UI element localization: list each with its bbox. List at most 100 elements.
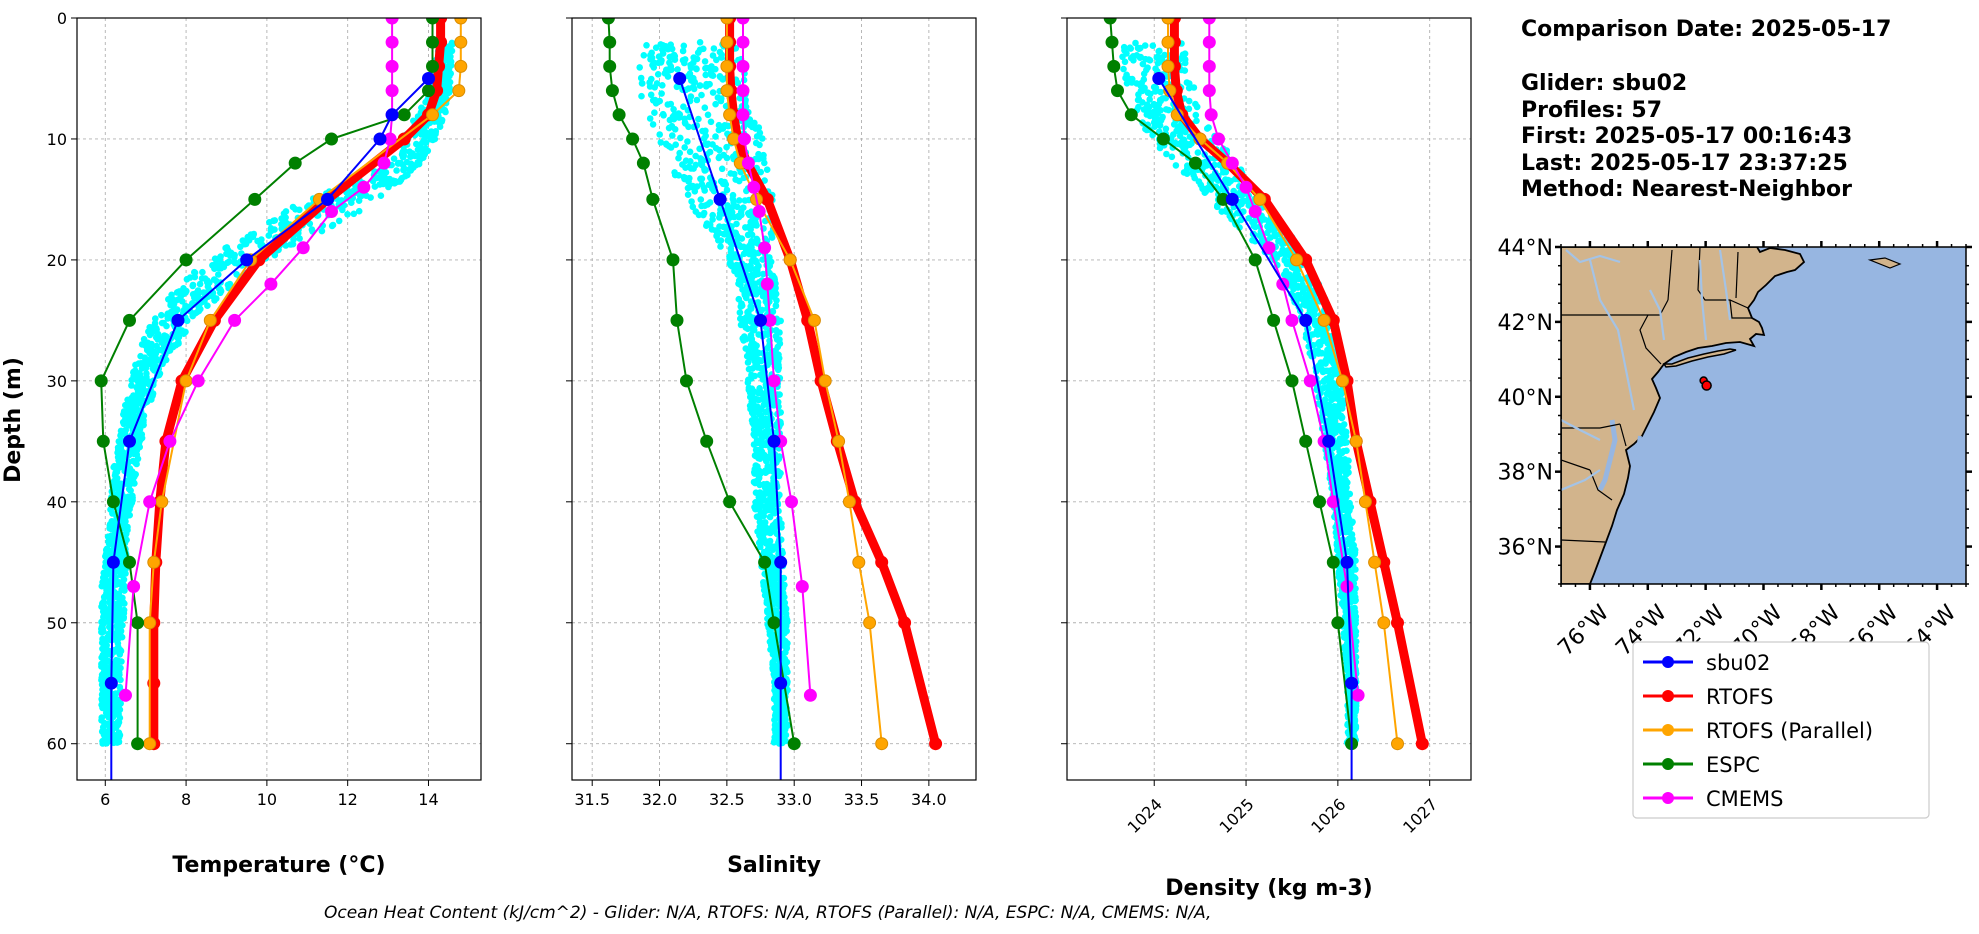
series-point xyxy=(203,313,217,327)
series-point xyxy=(127,580,141,593)
obs-point xyxy=(114,446,122,454)
obs-point xyxy=(693,65,700,73)
last-time: Last: 2025-05-17 23:37:25 xyxy=(1521,151,1848,176)
obs-point xyxy=(1146,96,1153,103)
series-point xyxy=(785,495,798,509)
obs-point xyxy=(399,161,407,169)
obs-point xyxy=(716,210,724,217)
obs-point xyxy=(717,237,725,244)
obs-point xyxy=(133,460,140,468)
obs-point xyxy=(748,244,755,251)
obs-point xyxy=(713,56,720,64)
x-tick-label: 10 xyxy=(257,790,277,809)
series-point xyxy=(700,434,714,448)
obs-point xyxy=(657,139,665,146)
obs-point xyxy=(759,256,766,263)
obs-point xyxy=(772,327,780,334)
obs-point xyxy=(1127,54,1135,62)
series-point xyxy=(1391,737,1404,751)
obs-point xyxy=(687,93,695,100)
obs-point xyxy=(1181,67,1189,74)
series-point xyxy=(1239,180,1253,194)
obs-point xyxy=(698,161,706,169)
obs-point xyxy=(771,673,778,680)
obs-point xyxy=(191,269,199,277)
obs-point xyxy=(702,140,709,148)
obs-point xyxy=(1218,208,1226,215)
series-point xyxy=(191,374,205,388)
obs-point xyxy=(119,622,126,629)
obs-point xyxy=(684,191,692,198)
obs-point xyxy=(687,61,694,69)
obs-point xyxy=(672,141,679,148)
obs-point xyxy=(709,89,717,96)
obs-point xyxy=(344,211,351,218)
series-point xyxy=(94,374,108,388)
series-point xyxy=(1105,35,1119,49)
series-point xyxy=(760,277,774,291)
obs-point xyxy=(753,478,760,485)
obs-point xyxy=(402,172,409,180)
x-tick-label: 34.0 xyxy=(911,790,947,809)
series-point xyxy=(1313,495,1326,509)
series-point xyxy=(1331,616,1345,630)
x-tick-label: 33.0 xyxy=(776,790,812,809)
series-point xyxy=(179,253,193,267)
obs-point xyxy=(1143,111,1151,118)
obs-point xyxy=(117,700,124,707)
obs-point xyxy=(98,701,105,709)
obs-point xyxy=(773,724,781,731)
obs-point xyxy=(741,197,749,204)
series-point xyxy=(357,180,371,194)
obs-point xyxy=(756,153,764,160)
obs-point xyxy=(652,44,660,51)
obs-point xyxy=(1172,162,1180,169)
obs-point xyxy=(750,441,758,448)
series-point xyxy=(1299,434,1313,448)
obs-point xyxy=(648,49,655,57)
obs-point xyxy=(1282,267,1290,275)
obs-point xyxy=(723,143,730,151)
obs-point xyxy=(761,519,769,526)
obs-point xyxy=(757,490,764,498)
y-tick-label: 10 xyxy=(47,130,67,149)
y-tick-label: 60 xyxy=(47,735,67,754)
series-point xyxy=(723,495,737,509)
obs-point xyxy=(664,45,672,53)
obs-point xyxy=(760,548,768,556)
series-espc xyxy=(601,18,801,751)
obs-point xyxy=(421,150,429,157)
obs-point xyxy=(741,335,748,342)
obs-point xyxy=(698,202,705,210)
obs-point xyxy=(715,121,723,129)
series-point xyxy=(929,737,943,751)
series-point xyxy=(736,59,750,73)
obs-point xyxy=(649,121,657,128)
obs-point xyxy=(1333,403,1340,410)
obs-point xyxy=(718,95,725,102)
obs-point xyxy=(753,259,760,266)
obs-point xyxy=(733,220,740,228)
obs-point xyxy=(732,176,739,183)
obs-point xyxy=(99,673,106,681)
obs-point xyxy=(116,549,124,557)
obs-point xyxy=(115,486,122,493)
rivers xyxy=(1561,249,1732,492)
obs-point xyxy=(1162,106,1170,113)
series-point xyxy=(123,434,136,448)
obs-point xyxy=(712,100,719,108)
x-tick-label: 1026 xyxy=(1307,795,1349,837)
obs-point xyxy=(697,196,705,203)
obs-point xyxy=(768,449,775,456)
obs-point xyxy=(1337,412,1345,420)
series-point xyxy=(1253,192,1267,206)
obs-point xyxy=(292,206,299,213)
series-point xyxy=(1326,495,1340,509)
obs-point xyxy=(661,70,669,77)
series-point xyxy=(803,688,817,702)
obs-point xyxy=(141,354,149,362)
obs-point xyxy=(160,319,167,327)
obs-point xyxy=(98,629,106,636)
obs-point xyxy=(1134,96,1142,104)
obs-point xyxy=(174,306,181,314)
